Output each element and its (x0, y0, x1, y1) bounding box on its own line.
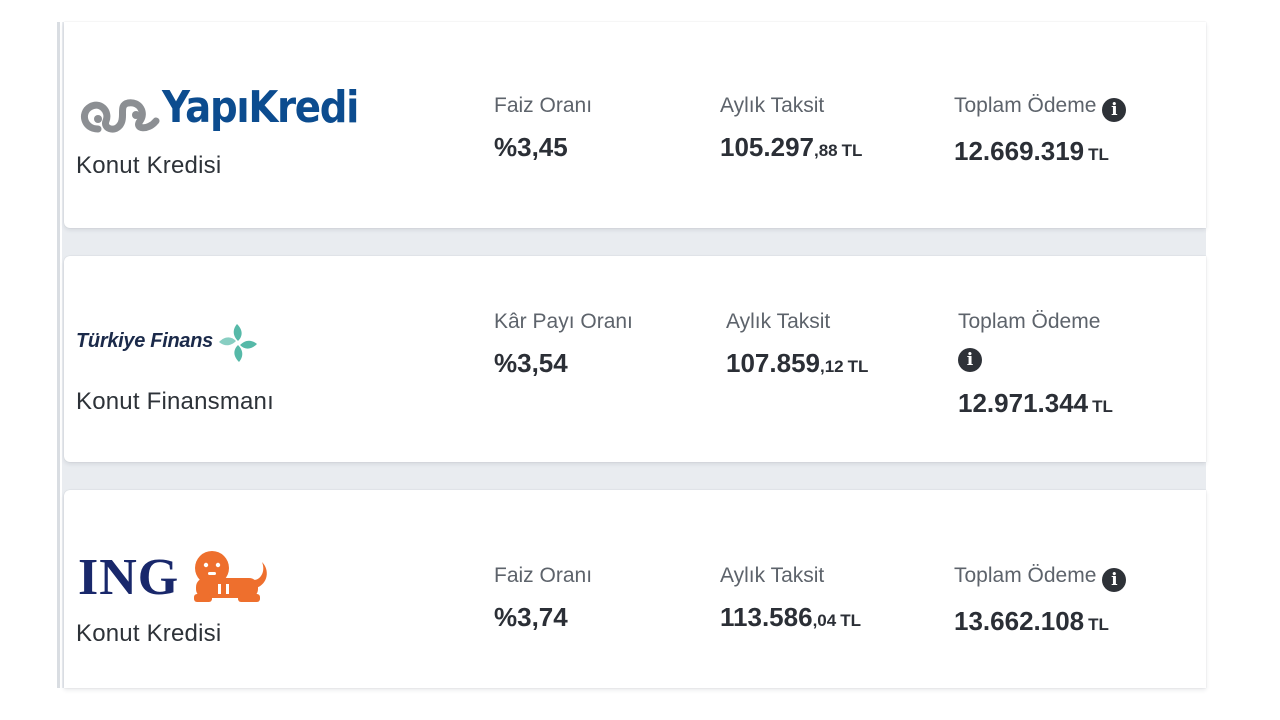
info-icon[interactable]: i (958, 348, 982, 372)
total-value: 12.971.344 TL (958, 388, 1113, 419)
ing-lion-logo-icon (193, 551, 267, 602)
total-amount: 12.669.319 (954, 136, 1085, 166)
monthly-value: 113.586,04 TL (720, 602, 861, 633)
monthly-value: 105.297,88 TL (720, 132, 862, 163)
rate-label: Faiz Oranı (494, 94, 593, 117)
total-column: Toplam Ödeme i 12.971.344 TL (958, 310, 1113, 419)
total-label: Toplam Ödeme (958, 310, 1101, 333)
info-icon[interactable]: i (1102, 568, 1127, 592)
monthly-column: Aylık Taksit 107.859,12 TL (726, 310, 868, 379)
product-name: Konut Kredisi (76, 620, 222, 647)
monthly-label: Aylık Taksit (726, 310, 831, 333)
rate-label: Kâr Payı Oranı (494, 310, 633, 333)
rate-column: Faiz Oranı %3,74 (494, 564, 592, 633)
total-label: Toplam Ödeme (954, 94, 1097, 117)
total-unit: TL (1088, 615, 1109, 634)
rate-label: Faiz Oranı (494, 564, 593, 587)
monthly-column: Aylık Taksit 105.297,88 TL (720, 94, 862, 163)
total-amount: 12.971.344 (958, 388, 1089, 418)
monthly-label: Aylık Taksit (720, 94, 825, 117)
total-unit: TL (1088, 145, 1109, 164)
monthly-main: 105.297 (720, 132, 814, 162)
offer-card-ing[interactable]: ING Konut Kredisi Faiz Oranı %3,74 Aylık… (64, 490, 1206, 688)
bank-logo-ing: ING (78, 548, 272, 604)
monthly-value: 107.859,12 TL (726, 348, 868, 379)
monthly-main: 107.859 (726, 348, 820, 378)
total-value: 12.669.319 TL (954, 136, 1126, 167)
rate-value: %3,74 (494, 602, 568, 632)
offer-card-yapikredi[interactable]: YapıKredi Konut Kredisi Faiz Oranı %3,45… (64, 22, 1206, 228)
info-icon[interactable]: i (1102, 98, 1127, 122)
bank-name: YapıKredi (162, 82, 359, 133)
yapikredi-logo-icon (80, 99, 160, 133)
total-value: 13.662.108 TL (954, 606, 1126, 637)
rate-value: %3,45 (494, 132, 568, 162)
monthly-decimals: ,04 (812, 611, 837, 630)
turkiye-finans-logo-icon (219, 324, 258, 362)
bank-name: ING (78, 549, 180, 606)
total-label-row: Toplam Ödeme i (954, 94, 1127, 122)
offer-card-turkiye-finans[interactable]: Türkiye Finans Konut Finansmanı Kâr Payı… (64, 256, 1206, 462)
monthly-main: 113.586 (720, 602, 813, 632)
rate-column: Kâr Payı Oranı %3,54 (494, 310, 633, 379)
total-column: Toplam Ödeme i 12.669.319 TL (954, 94, 1127, 167)
monthly-unit: TL (847, 357, 869, 376)
monthly-decimals: ,12 (819, 357, 844, 376)
total-label: Toplam Ödeme (954, 564, 1097, 587)
total-label-row: Toplam Ödeme i (954, 564, 1127, 592)
product-name: Konut Kredisi (76, 152, 222, 179)
total-column: Toplam Ödeme i 13.662.108 TL (954, 564, 1127, 637)
bank-name: Türkiye Finans (76, 330, 213, 353)
rate-value: %3,54 (494, 348, 568, 378)
monthly-decimals: ,88 (813, 141, 838, 160)
rate-column: Faiz Oranı %3,45 (494, 94, 592, 163)
monthly-unit: TL (840, 611, 861, 630)
bank-logo-turkiye-finans: Türkiye Finans (76, 322, 259, 364)
total-amount: 13.662.108 (954, 606, 1085, 636)
total-unit: TL (1092, 397, 1113, 416)
monthly-column: Aylık Taksit 113.586,04 TL (720, 564, 861, 633)
bank-logo-yapikredi: YapıKredi (76, 86, 385, 141)
left-divider (57, 22, 60, 688)
product-name: Konut Finansmanı (76, 388, 274, 415)
monthly-label: Aylık Taksit (720, 564, 825, 587)
monthly-unit: TL (841, 141, 863, 160)
